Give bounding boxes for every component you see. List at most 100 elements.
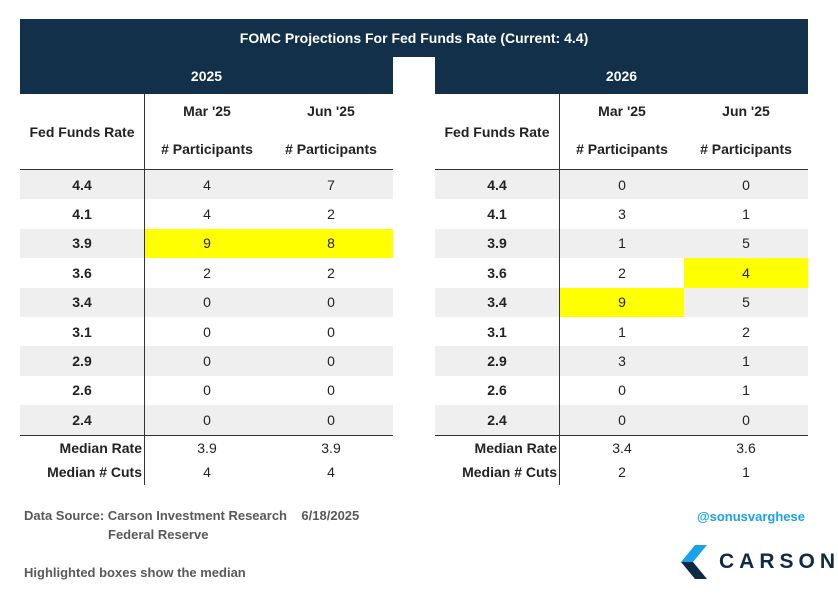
table-row: 4.4 4 7 xyxy=(20,170,393,200)
rate-cell: 4.1 xyxy=(20,199,145,229)
count-cell: 1 xyxy=(618,323,626,340)
table-row: 4.4 0 0 xyxy=(435,170,808,200)
median-rate-value: 3.9 xyxy=(197,439,217,456)
month-label: Jun '25 xyxy=(307,103,355,119)
column-headers: Fed Funds Rate Mar '25 # Participants Ju… xyxy=(435,94,808,170)
count-cell: 0 xyxy=(203,323,211,340)
table-row: 3.9 1 5 xyxy=(435,228,808,259)
count-cell: 0 xyxy=(618,382,626,399)
participants-label: # Participants xyxy=(161,141,253,157)
month-label: Jun '25 xyxy=(722,103,770,119)
table-row: 3.1 0 0 xyxy=(20,316,393,347)
count-cell: 5 xyxy=(742,294,750,311)
rate-cell: 2.6 xyxy=(435,375,560,406)
rate-cell: 3.6 xyxy=(20,258,145,288)
median-highlight-cell: 9 xyxy=(560,287,684,317)
count-cell: 1 xyxy=(618,235,626,252)
table-row: 3.6 2 2 xyxy=(20,258,393,288)
median-highlight-cell: 8 xyxy=(269,228,393,259)
count-cell: 1 xyxy=(742,353,750,370)
median-cuts-label: Median # Cuts xyxy=(435,459,560,485)
table-row: 3.9 9 8 xyxy=(20,228,393,259)
count-cell: 3 xyxy=(618,206,626,223)
mar-column-header: Mar '25 # Participants xyxy=(145,94,269,170)
table-row: 3.4 0 0 xyxy=(20,287,393,317)
rate-cell: 3.9 xyxy=(20,228,145,259)
count-cell: 2 xyxy=(203,264,211,281)
table-row: 3.4 9 5 xyxy=(435,287,808,317)
count-cell: 0 xyxy=(327,411,335,428)
table-row: 2.6 0 0 xyxy=(20,375,393,406)
count-cell: 0 xyxy=(203,294,211,311)
jun-column-header: Jun '25 # Participants xyxy=(684,94,808,170)
count-cell: 1 xyxy=(742,382,750,399)
data-source-line: Data Source: Carson Investment Research … xyxy=(24,508,360,523)
median-rate-row: Median Rate 3.9 3.9 xyxy=(20,434,393,460)
rate-cell: 3.9 xyxy=(435,228,560,259)
carson-logo: CARSON xyxy=(681,545,838,579)
count-cell: 0 xyxy=(203,382,211,399)
median-rate-value: 3.6 xyxy=(736,439,756,456)
table-2026: Fed Funds Rate Mar '25 # Participants Ju… xyxy=(435,94,808,485)
highlight-note: Highlighted boxes show the median xyxy=(24,565,246,580)
median-rate-label: Median Rate xyxy=(435,435,560,460)
participants-label: # Participants xyxy=(576,141,668,157)
rate-column-header: Fed Funds Rate xyxy=(20,94,145,170)
rate-cell: 3.4 xyxy=(435,287,560,317)
rate-column-header: Fed Funds Rate xyxy=(435,94,560,170)
count-cell: 7 xyxy=(327,176,335,193)
median-rate-value: 3.4 xyxy=(612,439,632,456)
table-row: 2.9 0 0 xyxy=(20,346,393,376)
rate-cell: 2.6 xyxy=(20,375,145,406)
count-cell: 4 xyxy=(203,176,211,193)
median-rate-row: Median Rate 3.4 3.6 xyxy=(435,434,808,460)
count-cell: 2 xyxy=(742,323,750,340)
count-cell: 0 xyxy=(742,176,750,193)
rate-cell: 2.9 xyxy=(435,346,560,376)
table-2025: Fed Funds Rate Mar '25 # Participants Ju… xyxy=(20,94,393,485)
count-cell: 0 xyxy=(327,353,335,370)
median-highlight-cell: 4 xyxy=(684,258,808,288)
count-cell: 0 xyxy=(742,411,750,428)
count-cell: 0 xyxy=(618,411,626,428)
table-title: FOMC Projections For Fed Funds Rate (Cur… xyxy=(20,19,808,57)
rate-cell: 2.4 xyxy=(435,405,560,435)
count-cell: 0 xyxy=(203,411,211,428)
month-label: Mar '25 xyxy=(598,103,646,119)
rate-cell: 3.4 xyxy=(20,287,145,317)
month-label: Mar '25 xyxy=(183,103,231,119)
count-cell: 4 xyxy=(203,206,211,223)
rate-cell: 2.4 xyxy=(20,405,145,435)
median-cuts-row: Median # Cuts 2 1 xyxy=(435,459,808,485)
count-cell: 2 xyxy=(618,264,626,281)
rate-cell: 2.9 xyxy=(20,346,145,376)
table-row: 2.9 3 1 xyxy=(435,346,808,376)
year-header-2025: 2025 xyxy=(20,57,393,94)
rate-cell: 3.1 xyxy=(20,316,145,347)
median-cuts-row: Median # Cuts 4 4 xyxy=(20,459,393,485)
median-cuts-value: 2 xyxy=(618,464,626,481)
jun-column-header: Jun '25 # Participants xyxy=(269,94,393,170)
carson-logo-icon xyxy=(681,545,707,579)
median-cuts-value: 4 xyxy=(203,464,211,481)
count-cell: 3 xyxy=(618,353,626,370)
carson-logo-text: CARSON xyxy=(719,550,838,573)
count-cell: 5 xyxy=(742,235,750,252)
rate-cell: 4.1 xyxy=(435,199,560,229)
participants-label: # Participants xyxy=(285,141,377,157)
participants-label: # Participants xyxy=(700,141,792,157)
mar-column-header: Mar '25 # Participants xyxy=(560,94,684,170)
table-row: 4.1 3 1 xyxy=(435,199,808,229)
median-cuts-label: Median # Cuts xyxy=(20,459,145,485)
data-source-line-2: Federal Reserve xyxy=(108,527,209,542)
table-row: 2.4 0 0 xyxy=(20,405,393,435)
median-cuts-value: 4 xyxy=(327,464,335,481)
table-row: 3.6 2 4 xyxy=(435,258,808,288)
column-headers: Fed Funds Rate Mar '25 # Participants Ju… xyxy=(20,94,393,170)
year-header-2026: 2026 xyxy=(435,57,808,94)
count-cell: 0 xyxy=(327,382,335,399)
table-row: 4.1 4 2 xyxy=(20,199,393,229)
median-cuts-value: 1 xyxy=(742,464,750,481)
table-row: 3.1 1 2 xyxy=(435,316,808,347)
author-handle: @sonusvarghese xyxy=(696,509,805,524)
